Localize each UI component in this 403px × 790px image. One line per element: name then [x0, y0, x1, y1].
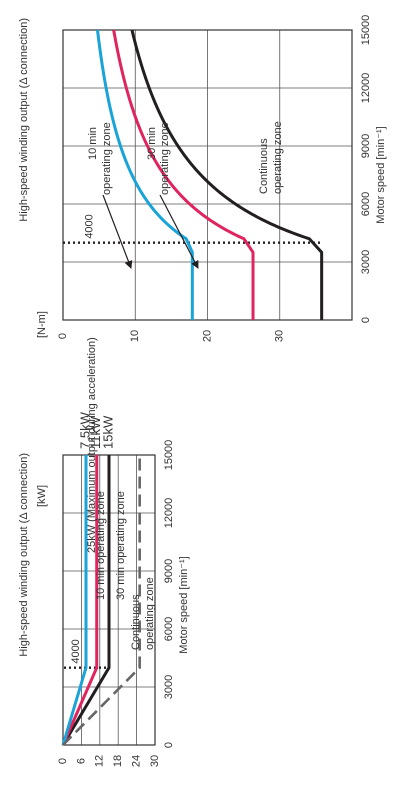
y-tick-label: 20 — [201, 330, 213, 342]
zone-30min-label-1: 30 min — [146, 127, 158, 160]
y-tick-label: 24 — [131, 755, 143, 767]
x-tick-label: 15000 — [360, 15, 372, 46]
power-chart: 0 6 12 18 24 3003000600090001200015000High-sp… — [18, 337, 190, 767]
y-unit-label: [N-m] — [36, 311, 48, 338]
x-axis-label: Motor speed [min⁻¹] — [375, 126, 387, 224]
zone-30min-arrow — [159, 194, 199, 269]
speed-marker-label: 4000 — [70, 639, 82, 663]
series-line-7-5kw — [61, 455, 88, 746]
x-tick-label: 9000 — [163, 559, 175, 583]
chart-title: High-speed winding output (Δ connection) — [18, 453, 30, 657]
chart-title: High-speed winding output (Δ connection) — [18, 18, 30, 222]
x-tick-label: 0 — [163, 742, 175, 748]
zone-continuous-label-2: operating zone — [272, 121, 284, 194]
zone-continuous-label-1: Continuous — [130, 594, 142, 650]
x-tick-label: 12000 — [163, 498, 175, 529]
x-tick-label: 6000 — [360, 192, 372, 216]
series-end-label: 7.5kW — [77, 411, 92, 449]
y-tick-label: 10 — [129, 330, 141, 342]
x-tick-label: 6000 — [163, 617, 175, 641]
series-line-15kw — [61, 455, 111, 746]
y-tick-label: 30 — [149, 755, 161, 767]
series-line-11kw — [61, 455, 99, 746]
zone-10min-label-2: operating zone — [101, 122, 113, 195]
x-axis-label: Motor speed [min⁻¹] — [178, 556, 190, 654]
zone-30min-label: 30 min operating zone — [115, 491, 127, 600]
zone-10min-arrow — [102, 194, 133, 269]
series-line-max-output — [62, 455, 141, 746]
speed-marker-label: 4000 — [84, 214, 96, 238]
series-end-label: 11kW — [88, 416, 103, 449]
series-end-label: 15kW — [100, 415, 115, 449]
series-line-continuous — [96, 29, 194, 320]
torque-chart: 0 10 20 30 0 3000 6000 9000 12000 15000 High-speed… — [18, 15, 387, 342]
zone-30min-label-2: operating zone — [159, 122, 171, 195]
max-output-label: 25kW (Maximum output during acceleration… — [86, 337, 98, 553]
x-tick-label: 3000 — [360, 250, 372, 274]
zone-continuous-label-2: operating zone — [144, 577, 156, 650]
zone-continuous-label-1: Continuous — [258, 138, 270, 194]
y-tick-label: 0 — [57, 758, 69, 764]
series-line-10 — [130, 29, 324, 320]
x-tick-label: 12000 — [360, 73, 372, 104]
x-tick-label: 9000 — [360, 134, 372, 158]
y-unit-label: [kW] — [36, 485, 48, 507]
x-tick-label: 15000 — [163, 440, 175, 471]
y-tick-label: 0 — [57, 333, 69, 339]
x-tick-label: 3000 — [163, 675, 175, 699]
plot-frame — [62, 29, 353, 321]
zone-10min-label-1: 10 min — [87, 127, 99, 160]
y-tick-label: 6 — [75, 758, 87, 764]
series-line-30 — [112, 29, 255, 320]
x-tick-label: 0 — [360, 317, 372, 323]
zone-10min-label: 10 min operating zone — [95, 491, 107, 600]
y-tick-label: 12 — [94, 755, 106, 767]
y-tick-label: 18 — [112, 755, 124, 767]
y-tick-label: 30 — [274, 330, 286, 342]
